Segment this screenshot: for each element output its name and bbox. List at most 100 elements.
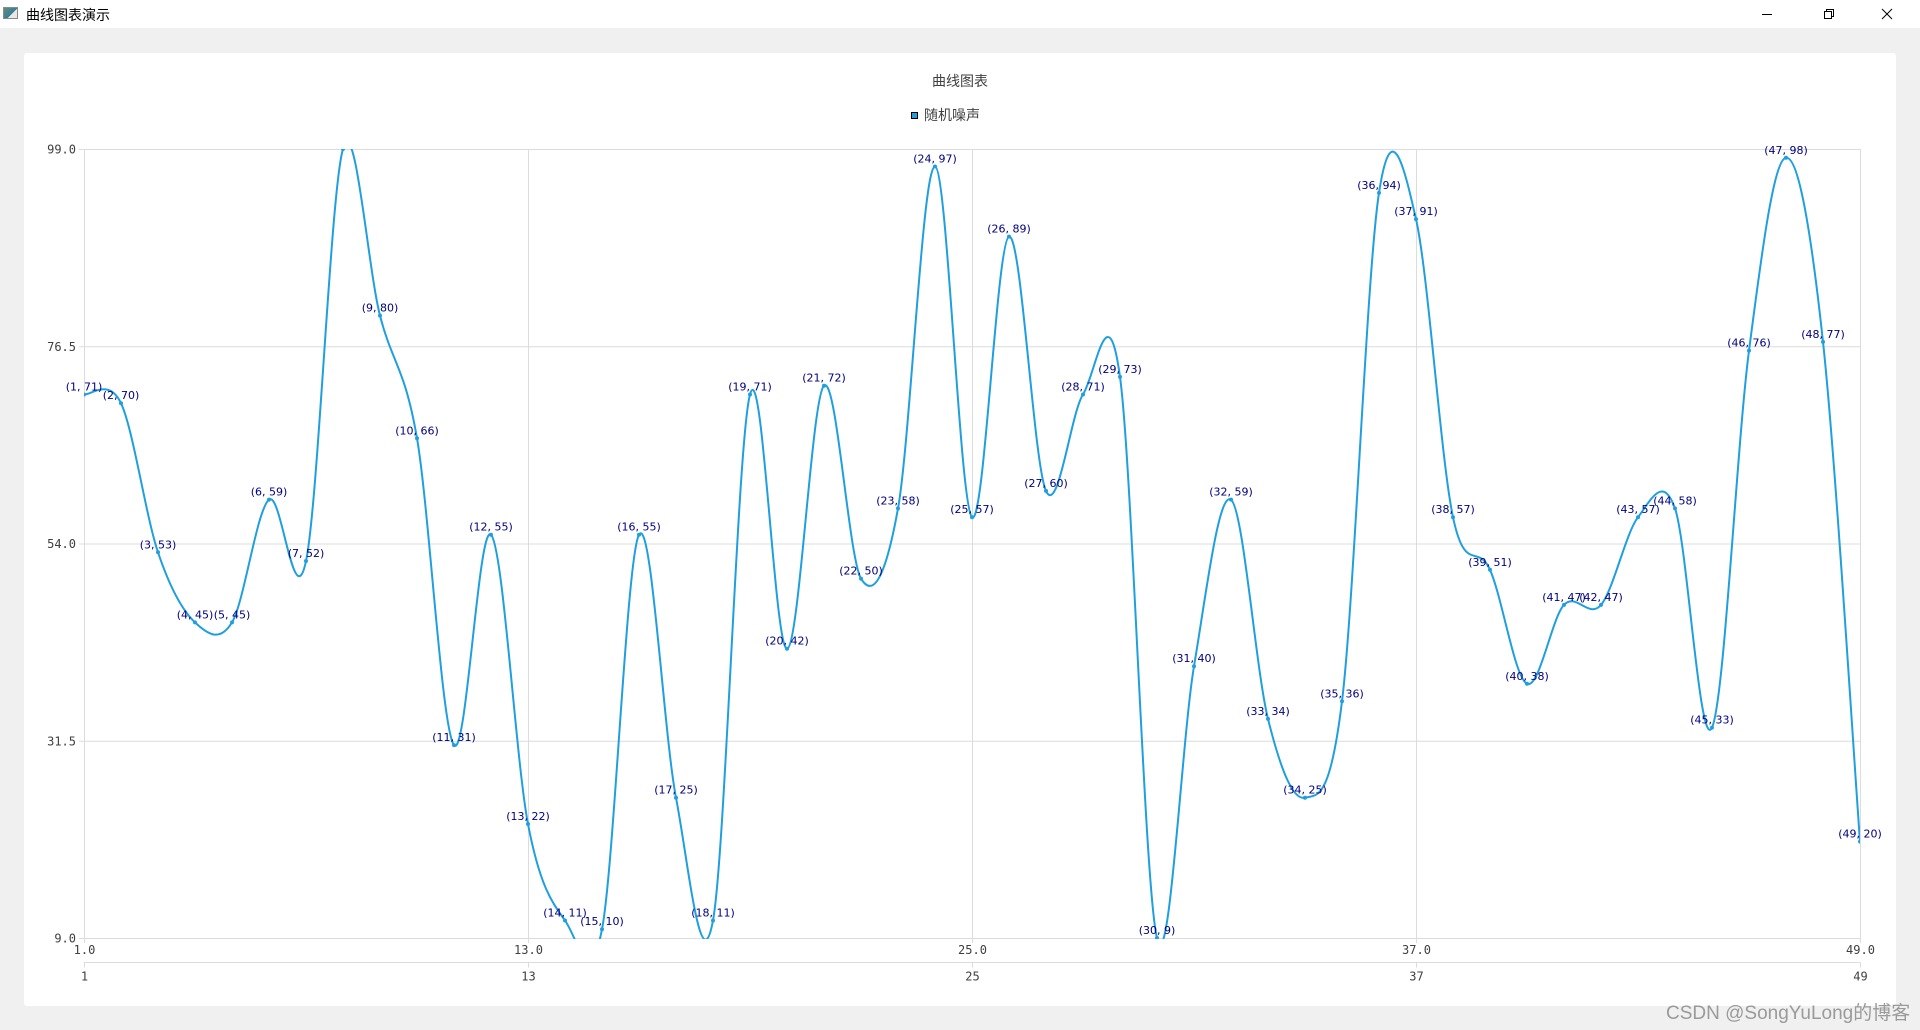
data-point: [84, 392, 86, 397]
close-icon: [1881, 8, 1893, 20]
x-category-tick-label: 49: [1853, 970, 1867, 984]
data-point: [785, 646, 789, 651]
x-category-tick-label: 25: [965, 970, 979, 984]
close-button[interactable]: [1864, 0, 1910, 28]
data-point: [896, 506, 900, 511]
point-label: (16, 55): [617, 521, 661, 534]
data-point: [1747, 348, 1751, 353]
data-point: [1377, 190, 1381, 195]
data-point: [304, 559, 308, 564]
data-point: [674, 795, 678, 800]
restore-icon: [1824, 9, 1834, 19]
data-point: [193, 620, 197, 625]
data-point: [378, 313, 382, 318]
line-chart: 曲线图表 随机噪声 99.0 76.5 54.0 31.5 9.0 1.0 13.0 25.…: [47, 74, 1882, 984]
data-point: [1562, 602, 1566, 607]
point-label: (36, 94): [1357, 179, 1401, 192]
data-point: [637, 532, 641, 537]
point-label: (12, 55): [469, 521, 513, 534]
data-point: [1488, 567, 1492, 572]
series-points: [84, 149, 1860, 939]
watermark: CSDN @SongYuLong的博客: [1666, 1003, 1911, 1024]
data-point: [600, 927, 604, 932]
data-point: [563, 918, 567, 923]
y-axis: 99.0 76.5 54.0 31.5 9.0: [47, 143, 84, 946]
point-label: (25, 57): [950, 503, 994, 516]
point-label: (24, 97): [913, 153, 957, 166]
data-point: [1710, 725, 1714, 730]
point-label: (19, 71): [728, 380, 772, 393]
x-category-tick-label: 1: [81, 970, 88, 984]
point-label: (38, 57): [1431, 503, 1475, 516]
point-label: (39, 51): [1468, 556, 1512, 569]
point-label: (6, 59): [251, 486, 288, 499]
point-label: (49, 20): [1838, 828, 1882, 841]
data-point: [119, 401, 123, 406]
data-point: [267, 497, 271, 502]
y-tick-label: 99.0: [47, 143, 76, 157]
point-label: (14, 11): [543, 906, 587, 919]
point-label: (22, 50): [839, 565, 883, 578]
data-point: [1044, 488, 1048, 493]
point-label: (37, 91): [1394, 205, 1438, 218]
point-label: (9, 80): [362, 302, 399, 315]
data-point: [1451, 515, 1455, 520]
point-label: (43, 57): [1616, 503, 1660, 516]
point-label: (3, 53): [140, 538, 177, 551]
point-label: (7, 52): [288, 547, 325, 560]
data-point: [1192, 664, 1196, 669]
data-point: [156, 550, 160, 555]
point-label: (29, 73): [1098, 363, 1142, 376]
data-point: [1303, 795, 1307, 800]
data-point: [859, 576, 863, 581]
app-window-icon: [3, 7, 18, 19]
point-label: (31, 40): [1172, 652, 1216, 665]
point-label: (1, 71): [66, 380, 103, 393]
data-point: [1821, 339, 1825, 344]
point-label: (30, 9): [1139, 924, 1176, 937]
chart-title: 曲线图表: [932, 74, 988, 90]
legend-label: 随机噪声: [924, 108, 980, 124]
data-point: [415, 436, 419, 441]
point-label: (13, 22): [506, 810, 550, 823]
x-category-tick-label: 37: [1409, 970, 1423, 984]
x-axis: 1.0 13.0 25.0 37.0 49.0: [74, 943, 1875, 957]
point-label: (34, 25): [1283, 784, 1327, 797]
y-tick-label: 31.5: [47, 734, 76, 748]
legend-marker-icon: [911, 112, 918, 119]
x-tick-label: 1.0: [74, 943, 96, 957]
grid: [84, 149, 1861, 943]
minimize-button[interactable]: [1744, 0, 1790, 28]
data-point: [933, 164, 937, 169]
point-label: (26, 89): [987, 223, 1031, 236]
point-label: (44, 58): [1653, 494, 1697, 507]
data-point: [1525, 681, 1529, 686]
data-point: [1007, 234, 1011, 239]
restore-button[interactable]: [1806, 0, 1852, 28]
point-label: (27, 60): [1024, 477, 1068, 490]
x-tick-label: 49.0: [1846, 943, 1875, 957]
x-tick-label: 13.0: [514, 943, 543, 957]
point-label: (46, 76): [1727, 337, 1771, 350]
data-point: [1229, 497, 1233, 502]
point-label: (20, 42): [765, 635, 809, 648]
legend: 随机噪声: [911, 108, 980, 124]
point-label: (4, 45): [177, 608, 214, 621]
point-label: (17, 25): [654, 784, 698, 797]
window-title: 曲线图表演示: [26, 8, 110, 24]
point-label: (42, 47): [1579, 591, 1623, 604]
data-point: [1414, 217, 1418, 222]
data-point: [970, 515, 974, 520]
point-label: (28, 71): [1061, 380, 1105, 393]
data-point: [1636, 515, 1640, 520]
data-point: [822, 383, 826, 388]
data-point: [1784, 155, 1788, 160]
point-label: (15, 10): [580, 915, 624, 928]
point-label: (41, 47): [1542, 591, 1586, 604]
x-tick-label: 25.0: [958, 943, 987, 957]
data-point: [1266, 716, 1270, 721]
data-point: [526, 822, 530, 827]
point-labels: (1, 71)(2, 70) (3, 53) (4, 45) (5, 45) (6, 5…: [66, 144, 1882, 937]
point-label: (45, 33): [1690, 714, 1734, 727]
point-label: (33, 34): [1246, 705, 1290, 718]
